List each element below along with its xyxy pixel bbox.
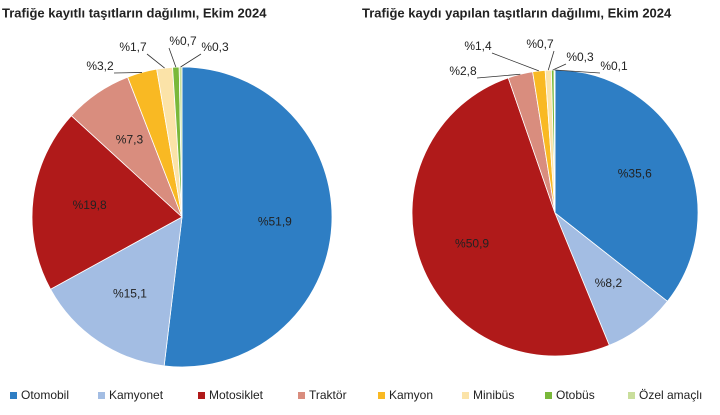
leader-line	[552, 63, 567, 71]
pie-slice	[163, 66, 333, 368]
pie-slice	[411, 77, 610, 357]
pie-slice	[50, 216, 183, 367]
legend-label: Motosiklet	[209, 388, 264, 402]
data-label: %0,3	[566, 50, 594, 64]
legend-label: Traktör	[309, 388, 347, 402]
data-label: %0,7	[169, 34, 197, 48]
legend-swatch	[378, 392, 385, 399]
data-label: %8,2	[595, 276, 623, 290]
leader-line	[113, 72, 142, 74]
pie-slice	[554, 69, 699, 302]
leader-line	[146, 53, 165, 69]
leader-line	[547, 50, 555, 71]
leader-line	[554, 69, 601, 74]
legend-swatch	[298, 392, 305, 399]
chart-title: Trafiğe kayıtlı taşıtların dağılımı, Eki…	[2, 5, 267, 20]
data-label: %0,3	[201, 40, 229, 54]
legend-swatch	[10, 392, 17, 399]
legend-swatch	[98, 392, 105, 399]
chart-title: Trafiğe kaydı yapılan taşıtların dağılım…	[362, 5, 672, 20]
data-label: %50,9	[455, 237, 489, 251]
leader-line	[180, 53, 202, 68]
leader-line	[491, 52, 540, 72]
data-label: %3,2	[86, 59, 114, 73]
data-label: %0,7	[526, 37, 554, 51]
legend-label: Otomobil	[21, 388, 69, 402]
leader-line	[168, 47, 177, 68]
legend-label: Kamyon	[389, 388, 433, 402]
data-label: %0,1	[600, 59, 628, 73]
leader-line	[476, 73, 521, 79]
legend-swatch	[198, 392, 205, 399]
data-label: %1,7	[119, 40, 147, 54]
legend-label: Minibüs	[473, 388, 514, 402]
data-label: %2,8	[449, 64, 477, 78]
legend-label: Otobüs	[556, 388, 595, 402]
data-label: %51,9	[258, 215, 292, 229]
data-label: %19,8	[73, 198, 107, 212]
legend-label: Kamyonet	[109, 388, 164, 402]
pie-slice	[31, 115, 183, 290]
data-label: %1,4	[464, 39, 492, 53]
data-label: %7,3	[116, 132, 144, 146]
legend-swatch	[545, 392, 552, 399]
legend-swatch	[462, 392, 469, 399]
data-label: %15,1	[113, 286, 147, 300]
legend-label: Özel amaçlı	[639, 388, 702, 402]
data-label: %35,6	[618, 166, 652, 180]
legend-swatch	[628, 392, 635, 399]
